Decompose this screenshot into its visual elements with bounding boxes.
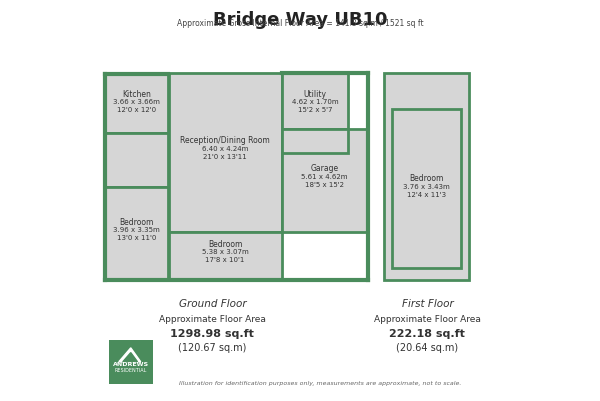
Text: 17'8 x 10'1: 17'8 x 10'1 [205, 257, 245, 263]
Text: 13'0 x 11'0: 13'0 x 11'0 [116, 235, 156, 241]
Text: 21'0 x 13'11: 21'0 x 13'11 [203, 154, 247, 160]
Bar [383, 73, 469, 280]
Text: Garage: Garage [311, 164, 339, 173]
Text: 15'2 x 5'7: 15'2 x 5'7 [298, 107, 332, 113]
Bar [105, 186, 168, 280]
Bar [282, 129, 368, 232]
Text: 3.66 x 3.66m: 3.66 x 3.66m [113, 99, 160, 105]
Bar [169, 73, 282, 232]
Text: 4.62 x 1.70m: 4.62 x 1.70m [292, 99, 338, 105]
Text: 222.18 sq.ft: 222.18 sq.ft [389, 329, 466, 339]
Text: Utility: Utility [304, 90, 326, 99]
Bar [282, 73, 348, 129]
Bar [169, 232, 282, 280]
Text: Ground Floor: Ground Floor [179, 299, 246, 309]
Text: Bedroom: Bedroom [119, 218, 154, 227]
Text: ANDREWS: ANDREWS [113, 363, 149, 367]
Text: Kitchen: Kitchen [122, 90, 151, 99]
Text: 18'5 x 15'2: 18'5 x 15'2 [305, 182, 344, 188]
Text: RESIDENTIAL: RESIDENTIAL [115, 369, 147, 373]
Text: Bridge Way UB10: Bridge Way UB10 [213, 11, 387, 29]
Bar [105, 133, 168, 186]
Text: 3.76 x 3.43m: 3.76 x 3.43m [403, 184, 450, 190]
Text: 3.96 x 3.35m: 3.96 x 3.35m [113, 227, 160, 233]
Text: First Floor: First Floor [401, 299, 454, 309]
Text: Approximate Floor Area: Approximate Floor Area [159, 316, 266, 324]
Text: 1298.98 sq.ft: 1298.98 sq.ft [170, 329, 254, 339]
Text: Bedroom: Bedroom [409, 174, 444, 183]
Text: 5.38 x 3.07m: 5.38 x 3.07m [202, 249, 248, 255]
Bar [392, 109, 461, 268]
Text: 12'0 x 12'0: 12'0 x 12'0 [117, 107, 156, 113]
Text: Approximate Floor Area: Approximate Floor Area [374, 316, 481, 324]
Polygon shape [119, 348, 141, 362]
Text: Bedroom: Bedroom [208, 240, 242, 249]
Bar [105, 74, 168, 133]
Text: Approximate Gross Internal Floor Area = 141.3 sq.m / 1521 sq ft: Approximate Gross Internal Floor Area = … [176, 19, 424, 28]
Text: 12'4 x 11'3: 12'4 x 11'3 [407, 192, 446, 198]
Bar [109, 340, 152, 384]
Text: (20.64 sq.m): (20.64 sq.m) [397, 343, 458, 353]
Polygon shape [123, 352, 137, 362]
Text: 5.61 x 4.62m: 5.61 x 4.62m [301, 174, 348, 180]
Text: Reception/Dining Room: Reception/Dining Room [180, 136, 270, 145]
Text: (120.67 sq.m): (120.67 sq.m) [178, 343, 247, 353]
Bar [282, 129, 348, 153]
Text: 6.40 x 4.24m: 6.40 x 4.24m [202, 146, 248, 152]
Text: Illustration for identification purposes only, measurements are approximate, not: Illustration for identification purposes… [179, 381, 461, 386]
